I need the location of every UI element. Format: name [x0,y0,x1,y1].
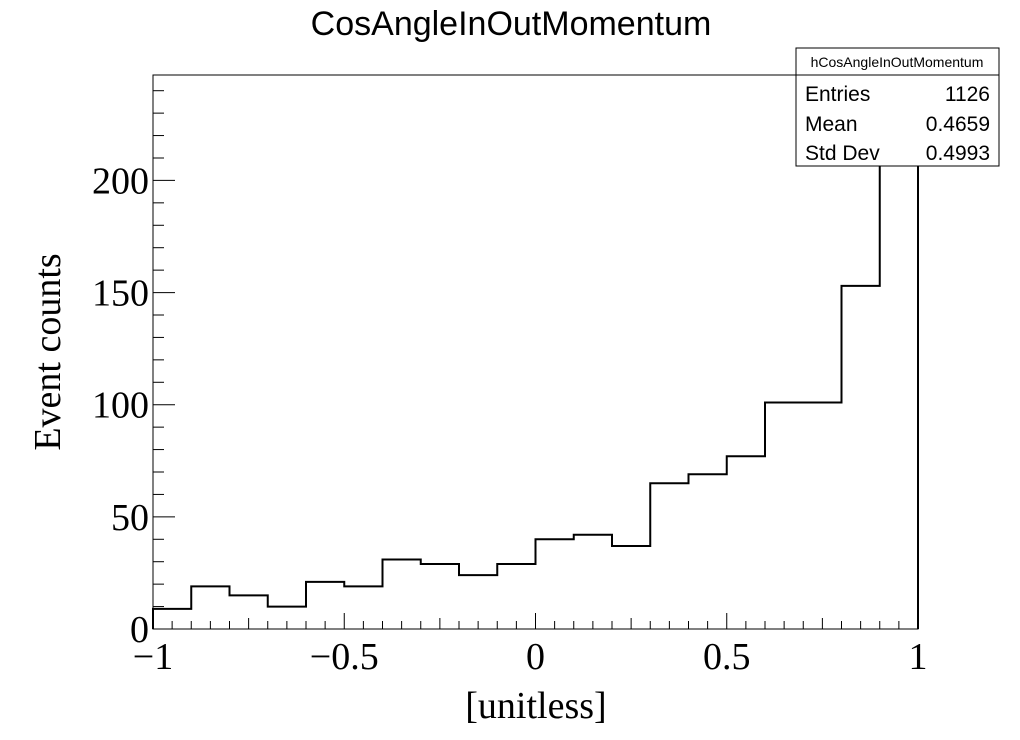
x-axis-label: [unitless] [465,685,606,727]
chart-title: CosAngleInOutMomentum [311,5,712,43]
x-tick-label: −0.5 [310,636,379,678]
y-tick-label: 50 [111,497,149,539]
stats-entries-label: Entries [805,83,870,106]
stats-mean-value: 0.4659 [926,113,990,136]
y-tick-label: 200 [92,160,149,202]
y-axis-ticks: 0 50 100 150 200 [92,90,175,651]
y-tick-label: 150 [92,273,149,315]
x-tick-label: 0.5 [703,636,751,678]
stats-stddev-value: 0.4993 [926,142,990,165]
x-tick-label: 1 [909,636,928,678]
x-axis-ticks: −1 −0.5 0 0.5 1 [133,613,928,678]
stats-box: hCosAngleInOutMomentum Entries 1126 Mean… [795,47,1000,167]
stats-box-title: hCosAngleInOutMomentum [811,54,984,70]
stats-entries-value: 1126 [945,83,990,106]
histogram-series-line [152,107,919,629]
stats-stddev-label: Std Dev [805,142,880,165]
y-tick-label: 100 [92,385,149,427]
y-tick-label: 0 [130,609,149,651]
x-tick-label: −1 [133,636,173,678]
y-axis-label: Event counts [27,253,69,450]
stats-mean-label: Mean [805,113,858,136]
stats-box-frame [795,47,1000,167]
x-tick-label: 0 [526,636,545,678]
